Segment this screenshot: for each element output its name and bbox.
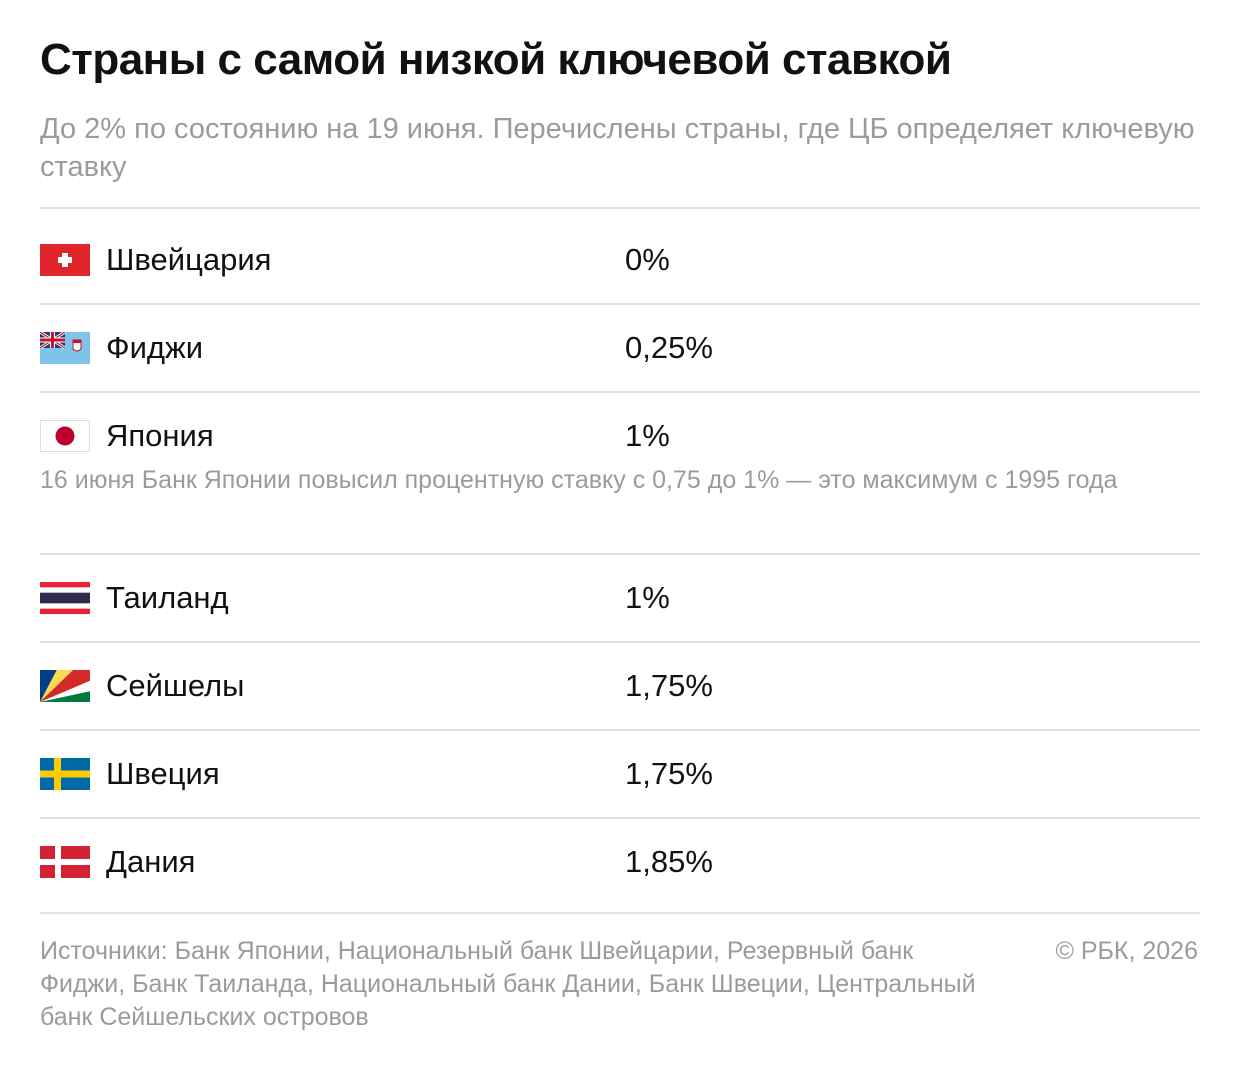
divider bbox=[40, 207, 1200, 209]
table-row: Швейцария 0% bbox=[40, 216, 1200, 304]
country-name: Швеция bbox=[106, 756, 220, 791]
rate-value: 1,85% bbox=[625, 844, 713, 879]
country-name: Швейцария bbox=[106, 242, 272, 277]
table-row: Фиджи 0,25% bbox=[40, 304, 1200, 392]
country-name: Дания bbox=[106, 844, 196, 879]
fiji-flag-icon bbox=[40, 332, 90, 364]
country-name: Сейшелы bbox=[106, 668, 245, 703]
table-row: Дания 1,85% bbox=[40, 818, 1200, 906]
japan-annotation: 16 июня Банк Японии повысил процентную с… bbox=[40, 466, 1118, 494]
rate-value: 1% bbox=[625, 580, 670, 615]
rate-value: 1% bbox=[625, 418, 670, 453]
country-name: Таиланд bbox=[106, 580, 229, 615]
divider bbox=[40, 817, 1200, 819]
rate-value: 1,75% bbox=[625, 668, 713, 703]
rate-value: 1,75% bbox=[625, 756, 713, 791]
divider bbox=[40, 729, 1200, 731]
seychelles-flag-icon bbox=[40, 670, 90, 702]
table-row: Япония 1% bbox=[40, 392, 1200, 480]
country-name: Япония bbox=[106, 418, 214, 453]
rate-value: 0% bbox=[625, 242, 670, 277]
divider bbox=[40, 303, 1200, 305]
sweden-flag-icon bbox=[40, 758, 90, 790]
divider bbox=[40, 553, 1200, 555]
divider bbox=[40, 912, 1200, 914]
country-name: Фиджи bbox=[106, 330, 204, 365]
copyright-text: © РБК, 2026 bbox=[1055, 937, 1198, 965]
chart-title: Страны с самой низкой ключевой ставкой bbox=[40, 35, 952, 84]
divider bbox=[40, 391, 1200, 393]
rate-value: 0,25% bbox=[625, 330, 713, 365]
sources-text: Источники: Банк Японии, Национальный бан… bbox=[40, 937, 976, 1031]
chart-subtitle: До 2% по состоянию на 19 июня. Перечисле… bbox=[40, 113, 1195, 183]
divider bbox=[40, 641, 1200, 643]
thailand-flag-icon bbox=[40, 582, 90, 614]
japan-flag-icon bbox=[40, 420, 90, 452]
table-row: Таиланд 1% bbox=[40, 554, 1200, 642]
denmark-flag-icon bbox=[40, 846, 90, 878]
table-row: Швеция 1,75% bbox=[40, 730, 1200, 818]
table-row: Сейшелы 1,75% bbox=[40, 642, 1200, 730]
switzerland-flag-icon bbox=[40, 244, 90, 276]
